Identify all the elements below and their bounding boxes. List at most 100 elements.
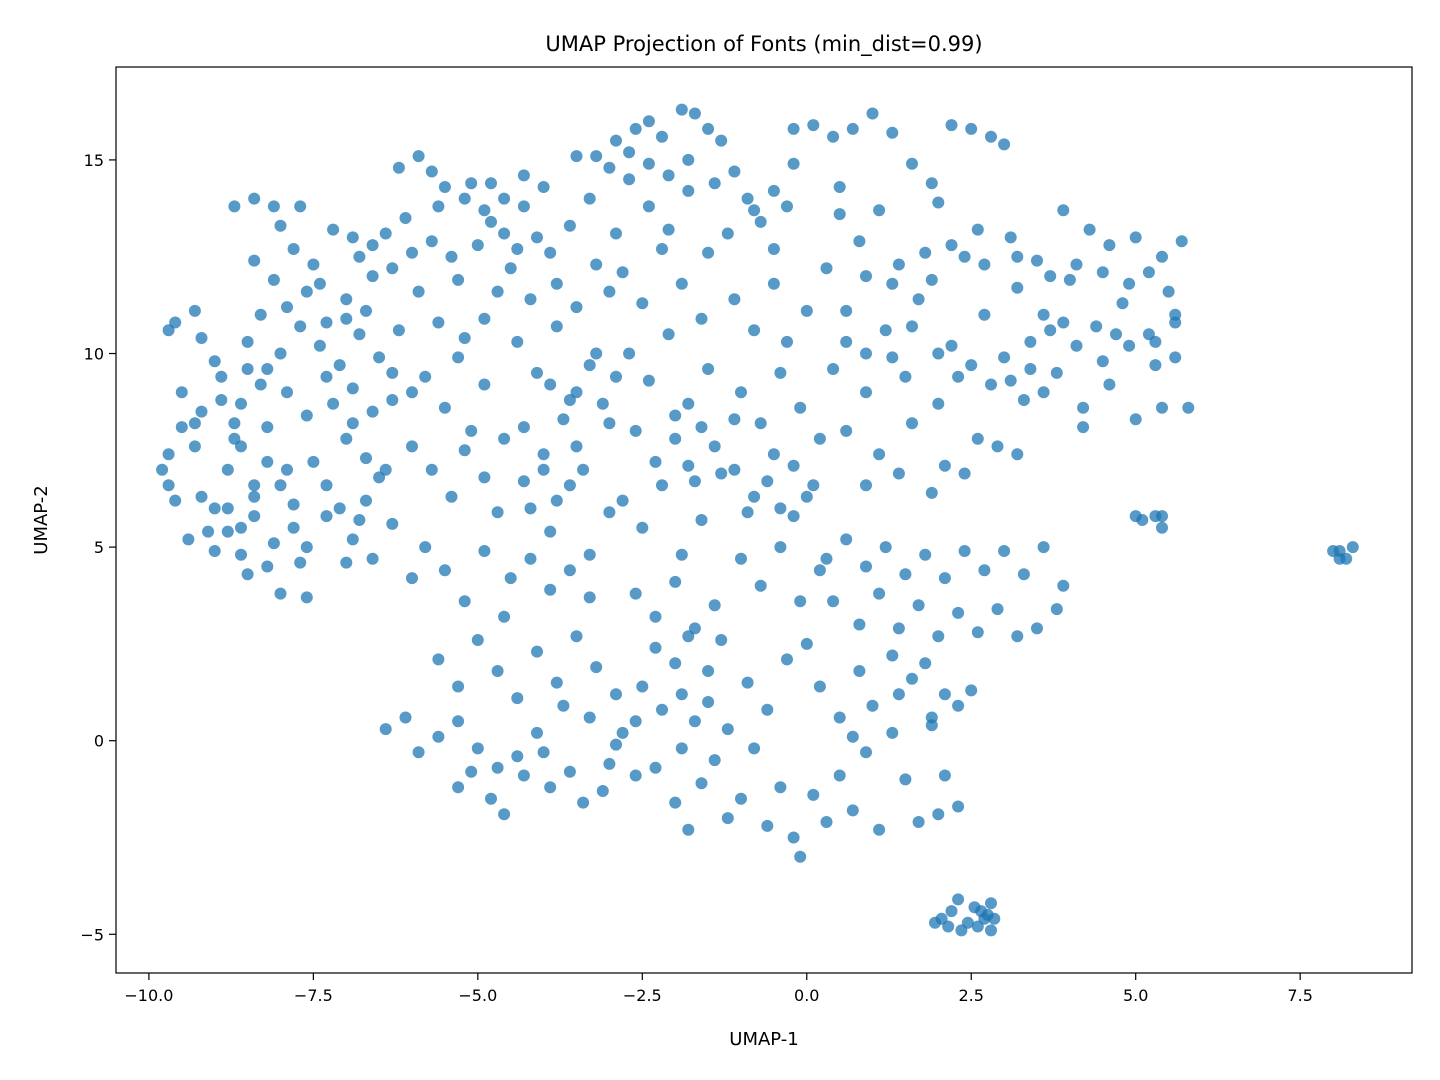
scatter-point [195,332,208,344]
scatter-point [498,192,511,205]
scatter-point [498,227,511,240]
scatter-point [656,243,668,255]
scatter-point [517,200,530,213]
scatter-point [274,347,287,360]
scatter-point [840,533,853,546]
scatter-point [906,417,918,430]
scatter-point [873,204,886,217]
scatter-point [452,351,465,364]
scatter-point [485,177,497,190]
scatter-point [998,138,1011,151]
scatter-point [1169,351,1182,364]
scatter-point [412,746,425,759]
scatter-point [748,490,761,503]
scatter-point [813,564,826,577]
scatter-point [695,777,708,790]
scatter-point [261,363,274,375]
scatter-point [1070,339,1083,352]
scatter-point [952,370,965,383]
scatter-point [938,688,951,701]
scatter-point [1182,401,1195,414]
scatter-point [761,703,774,716]
scatter-point [820,262,833,275]
scatter-point [787,459,800,472]
scatter-point [563,564,576,577]
scatter-point [610,688,622,701]
scatter-point [327,397,340,410]
scatter-point [1063,273,1076,286]
scatter-point [300,541,313,554]
scatter-point [715,467,728,480]
scatter-point [942,920,955,933]
scatter-point [827,130,840,143]
scatter-point [1149,335,1162,348]
scatter-point [478,204,491,217]
scatter-point [807,479,820,492]
scatter-point [563,479,576,492]
x-tick-label: 0.0 [794,986,819,1005]
scatter-point [517,769,530,782]
scatter-point [636,297,649,310]
scatter-point [1096,355,1109,368]
scatter-point [340,556,353,569]
scatter-point [682,184,695,197]
scatter-point [642,374,655,387]
scatter-point [267,537,280,550]
scatter-point [767,277,780,290]
scatter-point [544,246,557,259]
scatter-point [1083,223,1096,236]
scatter-point [557,699,570,712]
scatter-point [813,680,826,693]
scatter-point [649,761,662,774]
scatter-point [728,293,741,306]
scatter-point [188,417,201,430]
scatter-point [208,545,221,557]
scatter-point [952,606,965,619]
scatter-point [1123,277,1136,290]
scatter-point [195,405,208,418]
scatter-point [741,192,754,205]
scatter-point [267,273,280,286]
scatter-point [912,293,925,306]
scatter-point [485,215,497,228]
scatter-point [333,502,346,515]
scatter-point [1050,603,1063,616]
scatter-point [610,738,622,751]
scatter-point [985,130,997,143]
scatter-point [1110,328,1122,341]
scatter-point [478,545,491,557]
scatter-point [1077,401,1090,414]
scatter-point [965,359,978,372]
scatter-point [583,359,596,372]
scatter-point [1175,235,1188,248]
scatter-point [1037,386,1050,399]
plot-frame [115,66,1413,974]
scatter-point [952,699,965,712]
scatter-point [511,750,524,763]
scatter-point [675,742,688,755]
scatter-point [366,239,379,252]
scatter-point [860,270,872,283]
scatter-point [517,421,530,434]
scatter-point [188,440,201,453]
scatter-point [221,463,234,476]
scatter-point [1156,521,1168,534]
scatter-point [649,641,662,654]
scatter-point [774,366,787,379]
scatter-point [406,246,418,259]
scatter-point [465,424,478,437]
scatter-point [511,692,524,705]
scatter-point [1156,510,1168,523]
scatter-point [688,107,701,120]
scatter-point [919,246,932,259]
scatter-point [1031,622,1043,635]
scatter-point [932,347,945,360]
y-tick-label: 10 [84,345,104,364]
scatter-point [616,266,629,279]
scatter-point [813,432,826,445]
scatter-point [577,463,590,476]
scatter-point [353,328,366,341]
scatter-point [781,653,793,666]
scatter-point [787,831,800,844]
chart-title: UMAP Projection of Fonts (min_dist=0.99) [545,32,982,57]
